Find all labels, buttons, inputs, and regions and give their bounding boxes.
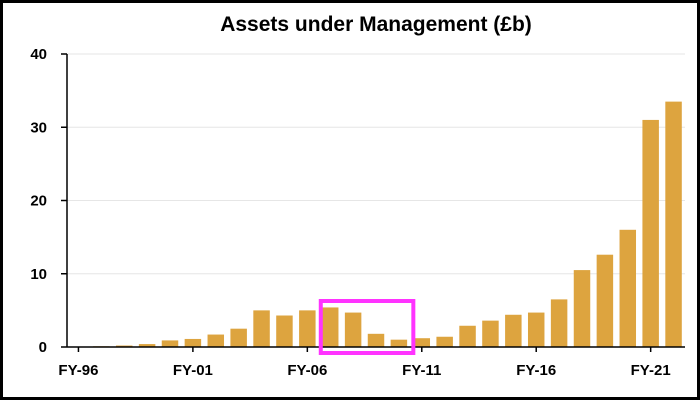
bar-fy-18 [573, 270, 591, 347]
bar-fy-19 [596, 254, 614, 347]
x-axis-ticks: FY-96 FY-01 FY-06 FY-11 FY-16 FY-21 [58, 347, 671, 379]
bar-fy-10 [390, 339, 408, 347]
bar-fy-20 [619, 229, 637, 347]
x-tick-label: FY-06 [287, 362, 327, 379]
x-tick-label: FY-16 [516, 362, 556, 379]
bar-fy-01 [184, 338, 202, 347]
bar-fy-16 [527, 312, 545, 347]
bar-fy-15 [505, 314, 522, 347]
highlight-rectangle [318, 299, 416, 355]
bar-fy-99 [138, 344, 156, 347]
bar-fy-13 [459, 325, 476, 347]
bar-fy-21 [642, 119, 659, 347]
bar-fy-03 [230, 328, 247, 347]
y-tick-label: 20 [30, 193, 47, 210]
bar-fy-09 [367, 333, 385, 347]
bar-fy-02 [207, 334, 225, 347]
bar-fy-07 [321, 307, 339, 347]
bar-fy-00 [161, 340, 179, 347]
bar-fy-14 [482, 320, 499, 347]
x-tick-label: FY-01 [173, 362, 213, 379]
bar-fy-12 [436, 336, 453, 347]
x-tick-label: FY-21 [631, 362, 671, 379]
bar-fy-11 [413, 338, 431, 347]
bars [93, 101, 682, 347]
bar-chart: Assets under Management (£b) 0 10 20 30 40 F… [30, 13, 685, 379]
x-tick-label: FY-96 [58, 362, 98, 379]
y-tick-label: 40 [30, 46, 47, 63]
bar-fy-22 [665, 101, 682, 347]
bar-fy-06 [299, 310, 316, 347]
gridlines [67, 53, 685, 275]
y-tick-label: 0 [39, 339, 47, 356]
highlight-box [318, 299, 416, 355]
bar-fy-04 [253, 310, 270, 347]
chart-title: Assets under Management (£b) [220, 13, 532, 36]
y-axis-ticks: 0 10 20 30 40 [30, 46, 67, 356]
y-tick-label: 10 [30, 266, 47, 283]
bar-fy-17 [550, 299, 568, 347]
bar-fy-08 [344, 312, 362, 347]
x-tick-label: FY-11 [402, 362, 441, 379]
y-tick-label: 30 [30, 119, 47, 136]
bar-fy-05 [276, 315, 293, 347]
